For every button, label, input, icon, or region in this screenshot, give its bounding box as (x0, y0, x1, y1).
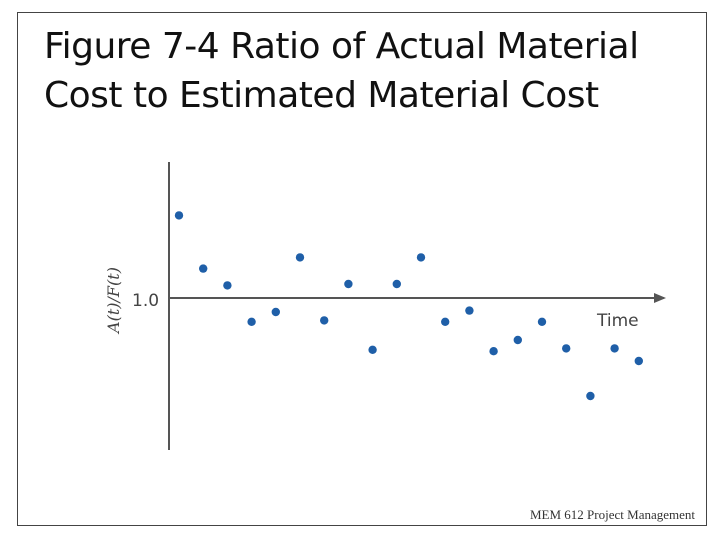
slide-title: Figure 7-4 Ratio of Actual Material Cost… (44, 22, 684, 120)
x-axis-label: Time (596, 311, 639, 331)
data-point-17 (562, 344, 571, 353)
data-point-11 (416, 253, 426, 262)
data-point-20 (634, 356, 643, 366)
data-point-15 (513, 335, 522, 345)
data-points (174, 211, 643, 401)
data-point-12 (441, 317, 450, 326)
footer-text: MEM 612 Project Management (530, 507, 695, 522)
data-point-9 (368, 345, 377, 354)
y-reference-label: 1.0 (132, 291, 159, 311)
data-point-1 (174, 211, 184, 220)
data-point-2 (199, 264, 208, 273)
data-point-7 (320, 316, 329, 325)
data-point-8 (344, 279, 353, 289)
data-point-16 (537, 317, 547, 326)
data-point-18 (586, 391, 595, 401)
data-point-3 (223, 281, 232, 290)
slide-title-line-1: Figure 7-4 Ratio of Actual Material (44, 26, 639, 67)
slide-frame (17, 12, 707, 526)
y-axis-label: A(t)/F(t) (104, 267, 123, 335)
data-point-14 (489, 347, 498, 356)
data-point-6 (295, 253, 305, 262)
data-point-13 (465, 306, 474, 315)
slide-title-line-2: Cost to Estimated Material Cost (44, 75, 599, 116)
data-point-19 (610, 344, 619, 353)
data-point-4 (247, 317, 256, 326)
data-point-10 (392, 279, 401, 289)
data-point-5 (271, 307, 280, 317)
